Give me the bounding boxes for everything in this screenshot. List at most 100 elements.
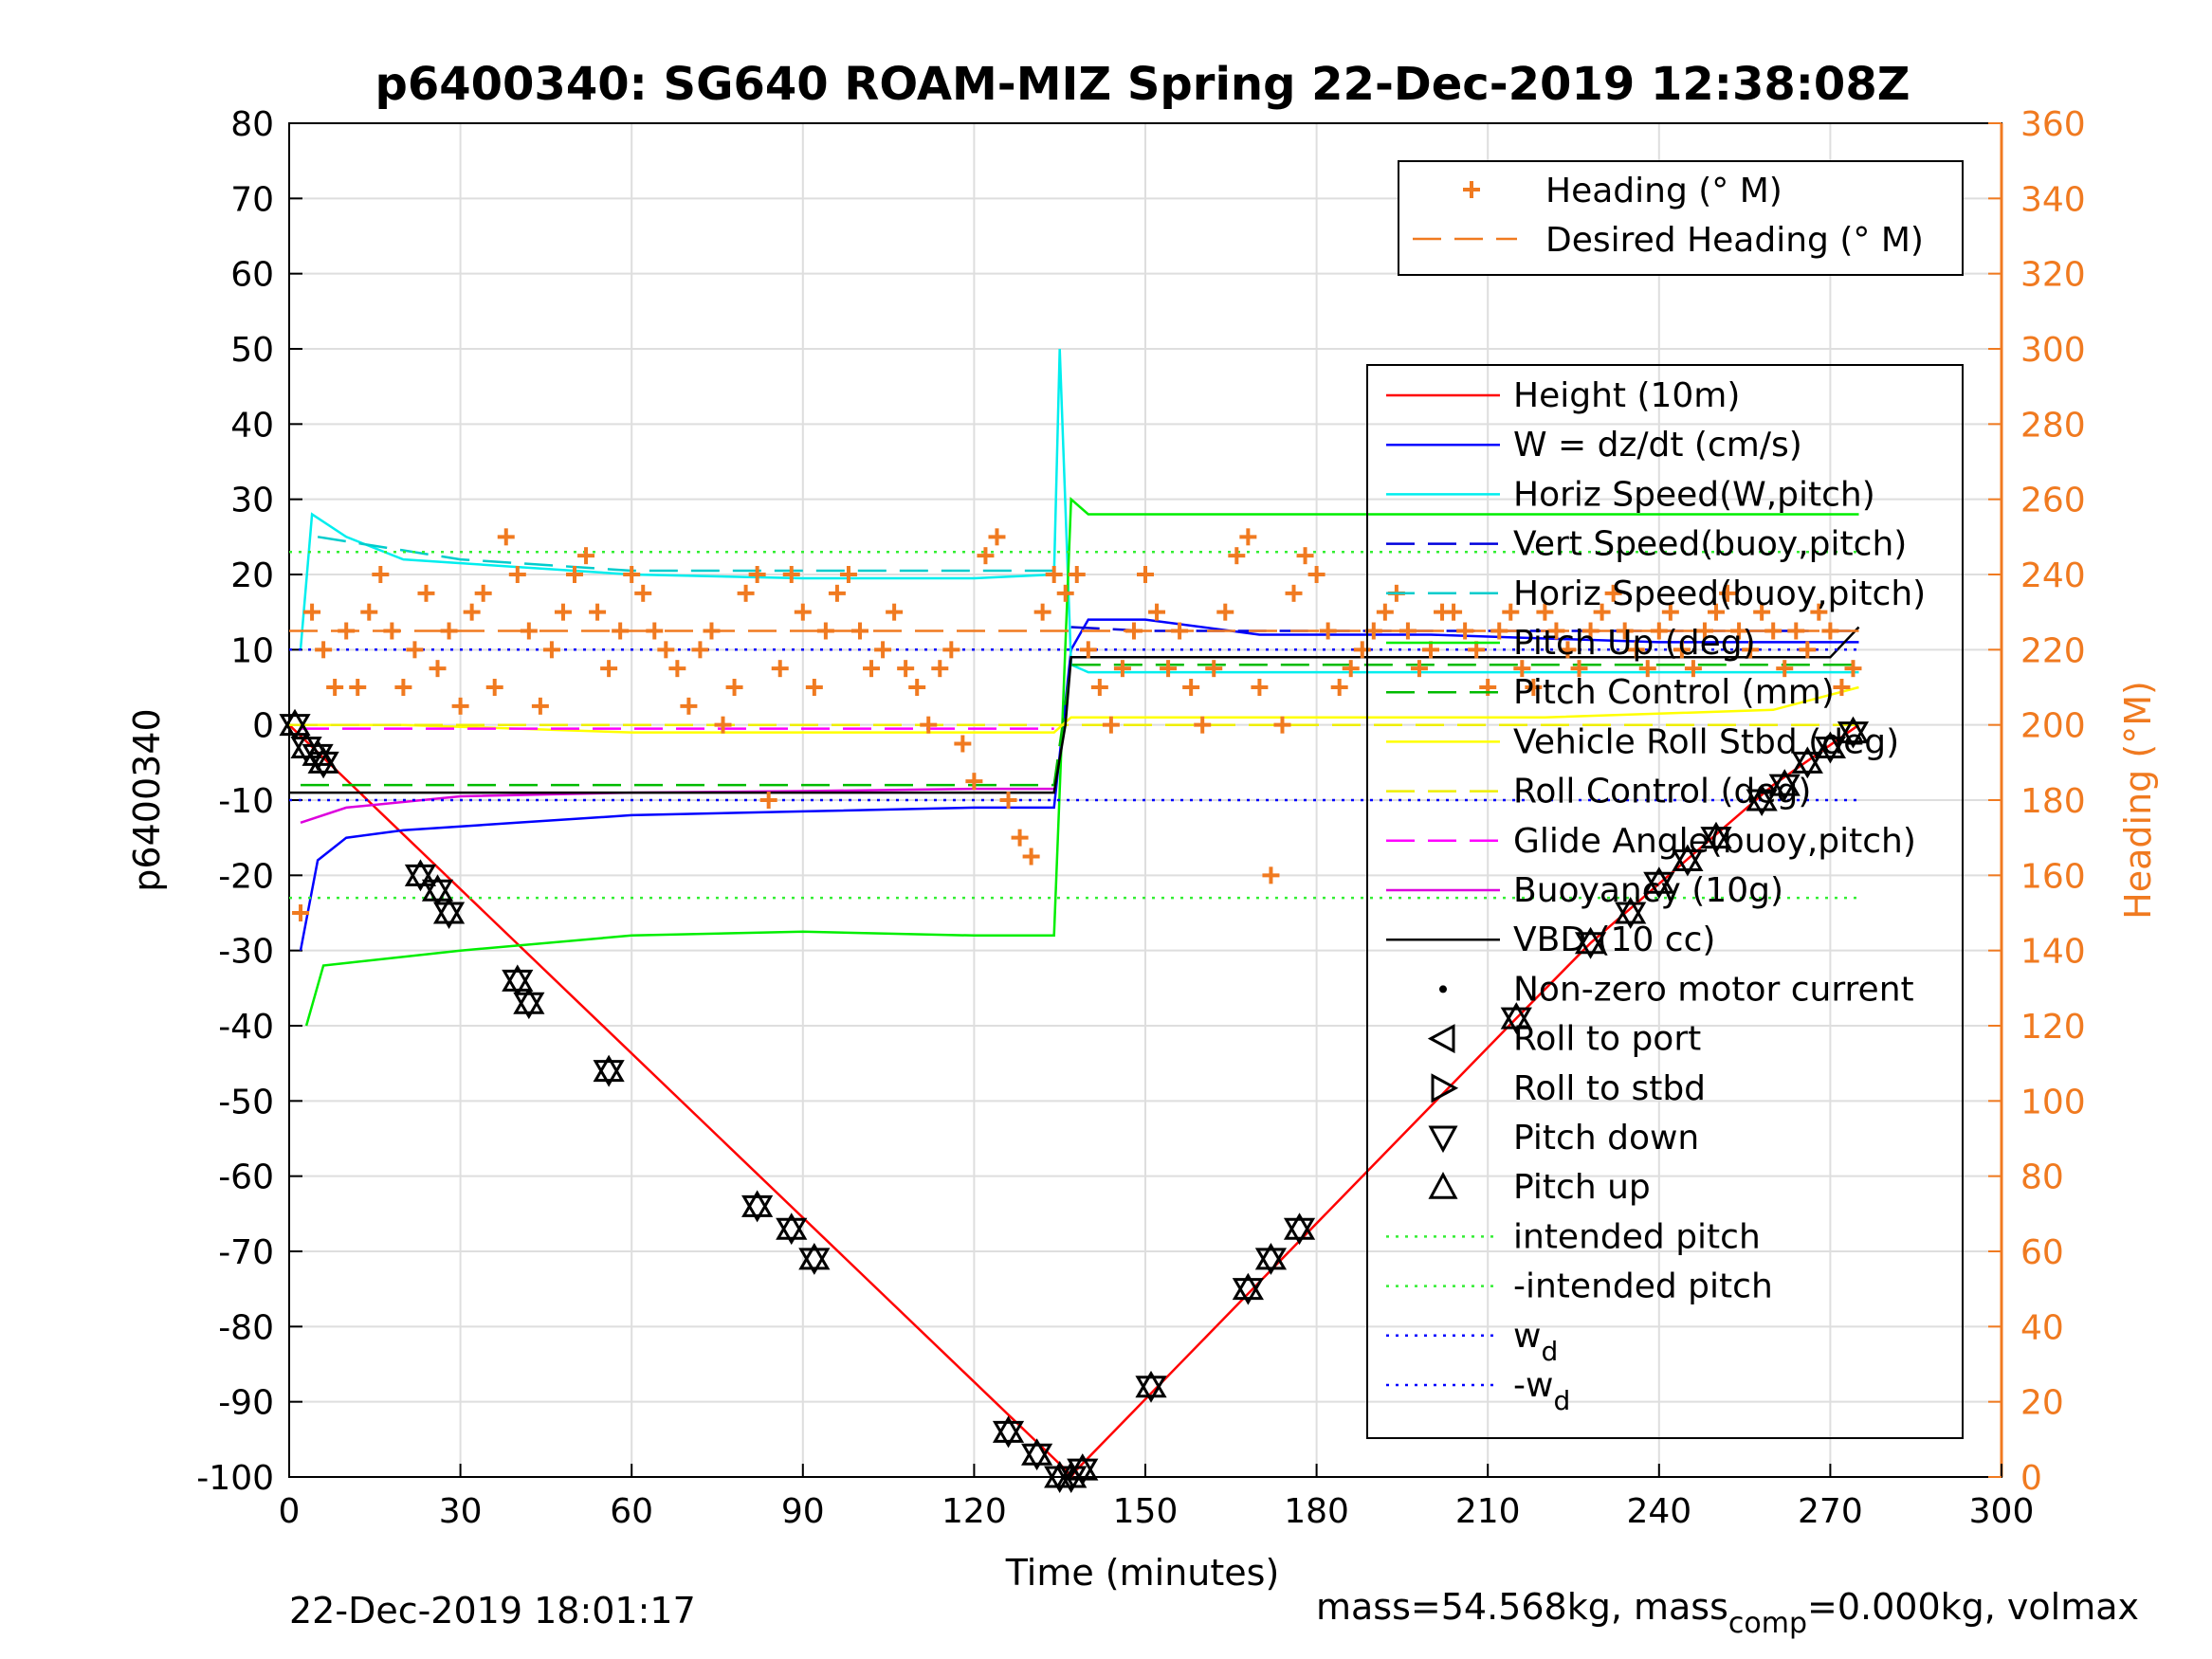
legend-main-swatch <box>1439 985 1447 994</box>
heading-point <box>1536 603 1554 621</box>
heading-point <box>1468 641 1486 659</box>
x-tick-label: 120 <box>941 1492 1007 1531</box>
pitch-down-marker <box>1768 774 1801 802</box>
heading-point <box>360 603 378 621</box>
legend-main-label-text: Roll Control (deg) <box>1513 773 1811 811</box>
heading-point <box>1547 622 1565 640</box>
pitch-up-marker <box>1021 1438 1053 1466</box>
heading-point <box>1273 716 1291 734</box>
series-line-6 <box>301 663 1859 787</box>
pitch-marker <box>1768 769 1801 802</box>
pitch-up-marker <box>593 1054 625 1083</box>
heading-point <box>1684 660 1702 678</box>
heading-point <box>771 660 789 678</box>
heading-point <box>383 622 401 640</box>
footer-timestamp: 22-Dec-2019 18:01:17 <box>289 1590 696 1632</box>
y-tick-label: 0 <box>252 707 274 746</box>
pitch-up-marker <box>1283 1212 1316 1240</box>
heading-point <box>1353 641 1371 659</box>
heading-point <box>292 904 310 921</box>
heading-point <box>1296 547 1314 565</box>
legend-main-label-text: Height (10m) <box>1513 376 1740 415</box>
heading-point <box>999 792 1017 809</box>
heading-point <box>1445 603 1463 621</box>
pitch-marker <box>1643 866 1675 900</box>
y-tick-label: 50 <box>230 331 274 370</box>
heading-point <box>931 660 949 678</box>
heading-point <box>406 641 424 659</box>
y-tick-label-right: 200 <box>2020 707 2086 746</box>
footer-mass: mass=54.568kg, masscomp=0.000kg, volmax <box>1316 1586 2139 1640</box>
heading-point <box>417 584 435 602</box>
y-tick-label-right: 140 <box>2020 933 2086 972</box>
heading-point <box>566 566 583 583</box>
pitch-marker <box>798 1242 831 1275</box>
heading-point <box>1285 584 1303 602</box>
heading-point <box>612 622 630 640</box>
heading-point <box>1376 603 1394 621</box>
heading-point <box>691 641 709 659</box>
pitch-down-marker <box>421 879 454 907</box>
heading-point <box>485 679 503 696</box>
footer-mass-b: =0.000kg, volmax <box>1807 1586 2139 1628</box>
legend-main-label-text: Roll to port <box>1513 1020 1701 1059</box>
legend-main-label-text: VBD (10 cc) <box>1513 921 1715 959</box>
heading-point <box>1251 679 1269 696</box>
y-tick-label: -70 <box>218 1233 274 1272</box>
heading-point <box>1616 622 1634 640</box>
heading-point <box>589 603 607 621</box>
heading-point <box>1102 716 1120 734</box>
legend-main-label-text: Horiz Speed(buoy,pitch) <box>1513 574 1926 613</box>
y-tick-label-right: 40 <box>2020 1308 2064 1347</box>
legend-main-label-text: Pitch down <box>1513 1119 1699 1158</box>
heading-point <box>782 566 800 583</box>
legend-main-label: W = dz/dt (cm/s) <box>1513 426 1802 465</box>
pitch-up-marker <box>1700 821 1732 849</box>
pitch-marker <box>741 1190 774 1223</box>
legend-main-box <box>1366 364 1964 1439</box>
legend-main-label-text: W = dz/dt (cm/s) <box>1513 426 1802 465</box>
pitch-marker <box>1232 1272 1264 1305</box>
legend-main-label: -wd <box>1513 1366 1570 1416</box>
pitch-up-marker <box>1768 769 1801 796</box>
x-tick-label: 90 <box>781 1492 825 1531</box>
pitch-down-marker <box>1746 789 1778 816</box>
pitch-marker <box>1746 784 1778 816</box>
heading-point <box>1650 622 1668 640</box>
legend-main-label-text: intended pitch <box>1513 1217 1761 1256</box>
pitch-marker <box>992 1415 1025 1449</box>
heading-point <box>1239 528 1257 546</box>
footer-mass-a: mass=54.568kg, mass <box>1316 1586 1728 1628</box>
pitch-down-marker <box>1283 1217 1316 1246</box>
y-tick-label: 60 <box>230 256 274 295</box>
heading-point <box>1764 622 1782 640</box>
y-tick-label: 20 <box>230 556 274 595</box>
heading-point <box>851 622 868 640</box>
heading-point <box>315 641 333 659</box>
y-tick-label-right: 220 <box>2020 631 2086 670</box>
heading-point <box>703 622 721 640</box>
y-tick-label-right: 0 <box>2020 1459 2042 1498</box>
pitch-down-marker <box>1615 902 1647 929</box>
pitch-marker <box>1135 1370 1167 1403</box>
x-tick-label: 150 <box>1113 1492 1179 1531</box>
pitch-marker <box>593 1054 625 1087</box>
y-tick-label: -40 <box>218 1008 274 1047</box>
heading-point <box>463 603 481 621</box>
heading-point <box>1490 622 1508 640</box>
pitch-up-marker <box>1574 926 1607 955</box>
pitch-down-marker <box>513 992 545 1020</box>
x-tick-label: 60 <box>610 1492 653 1531</box>
heading-point <box>725 679 743 696</box>
legend-main-label-text: Vert Speed(buoy,pitch) <box>1513 525 1907 564</box>
heading-point <box>372 566 390 583</box>
x-tick-label: 0 <box>279 1492 301 1531</box>
legend-main-label-text: Pitch Control (mm) <box>1513 673 1835 712</box>
heading-point <box>1342 660 1360 678</box>
y-tick-label: 10 <box>230 631 274 670</box>
pitch-marker <box>421 874 454 907</box>
pitch-down-marker <box>404 864 437 892</box>
legend-main-label-text: -w <box>1513 1366 1553 1405</box>
y-tick-label: -20 <box>218 857 274 896</box>
